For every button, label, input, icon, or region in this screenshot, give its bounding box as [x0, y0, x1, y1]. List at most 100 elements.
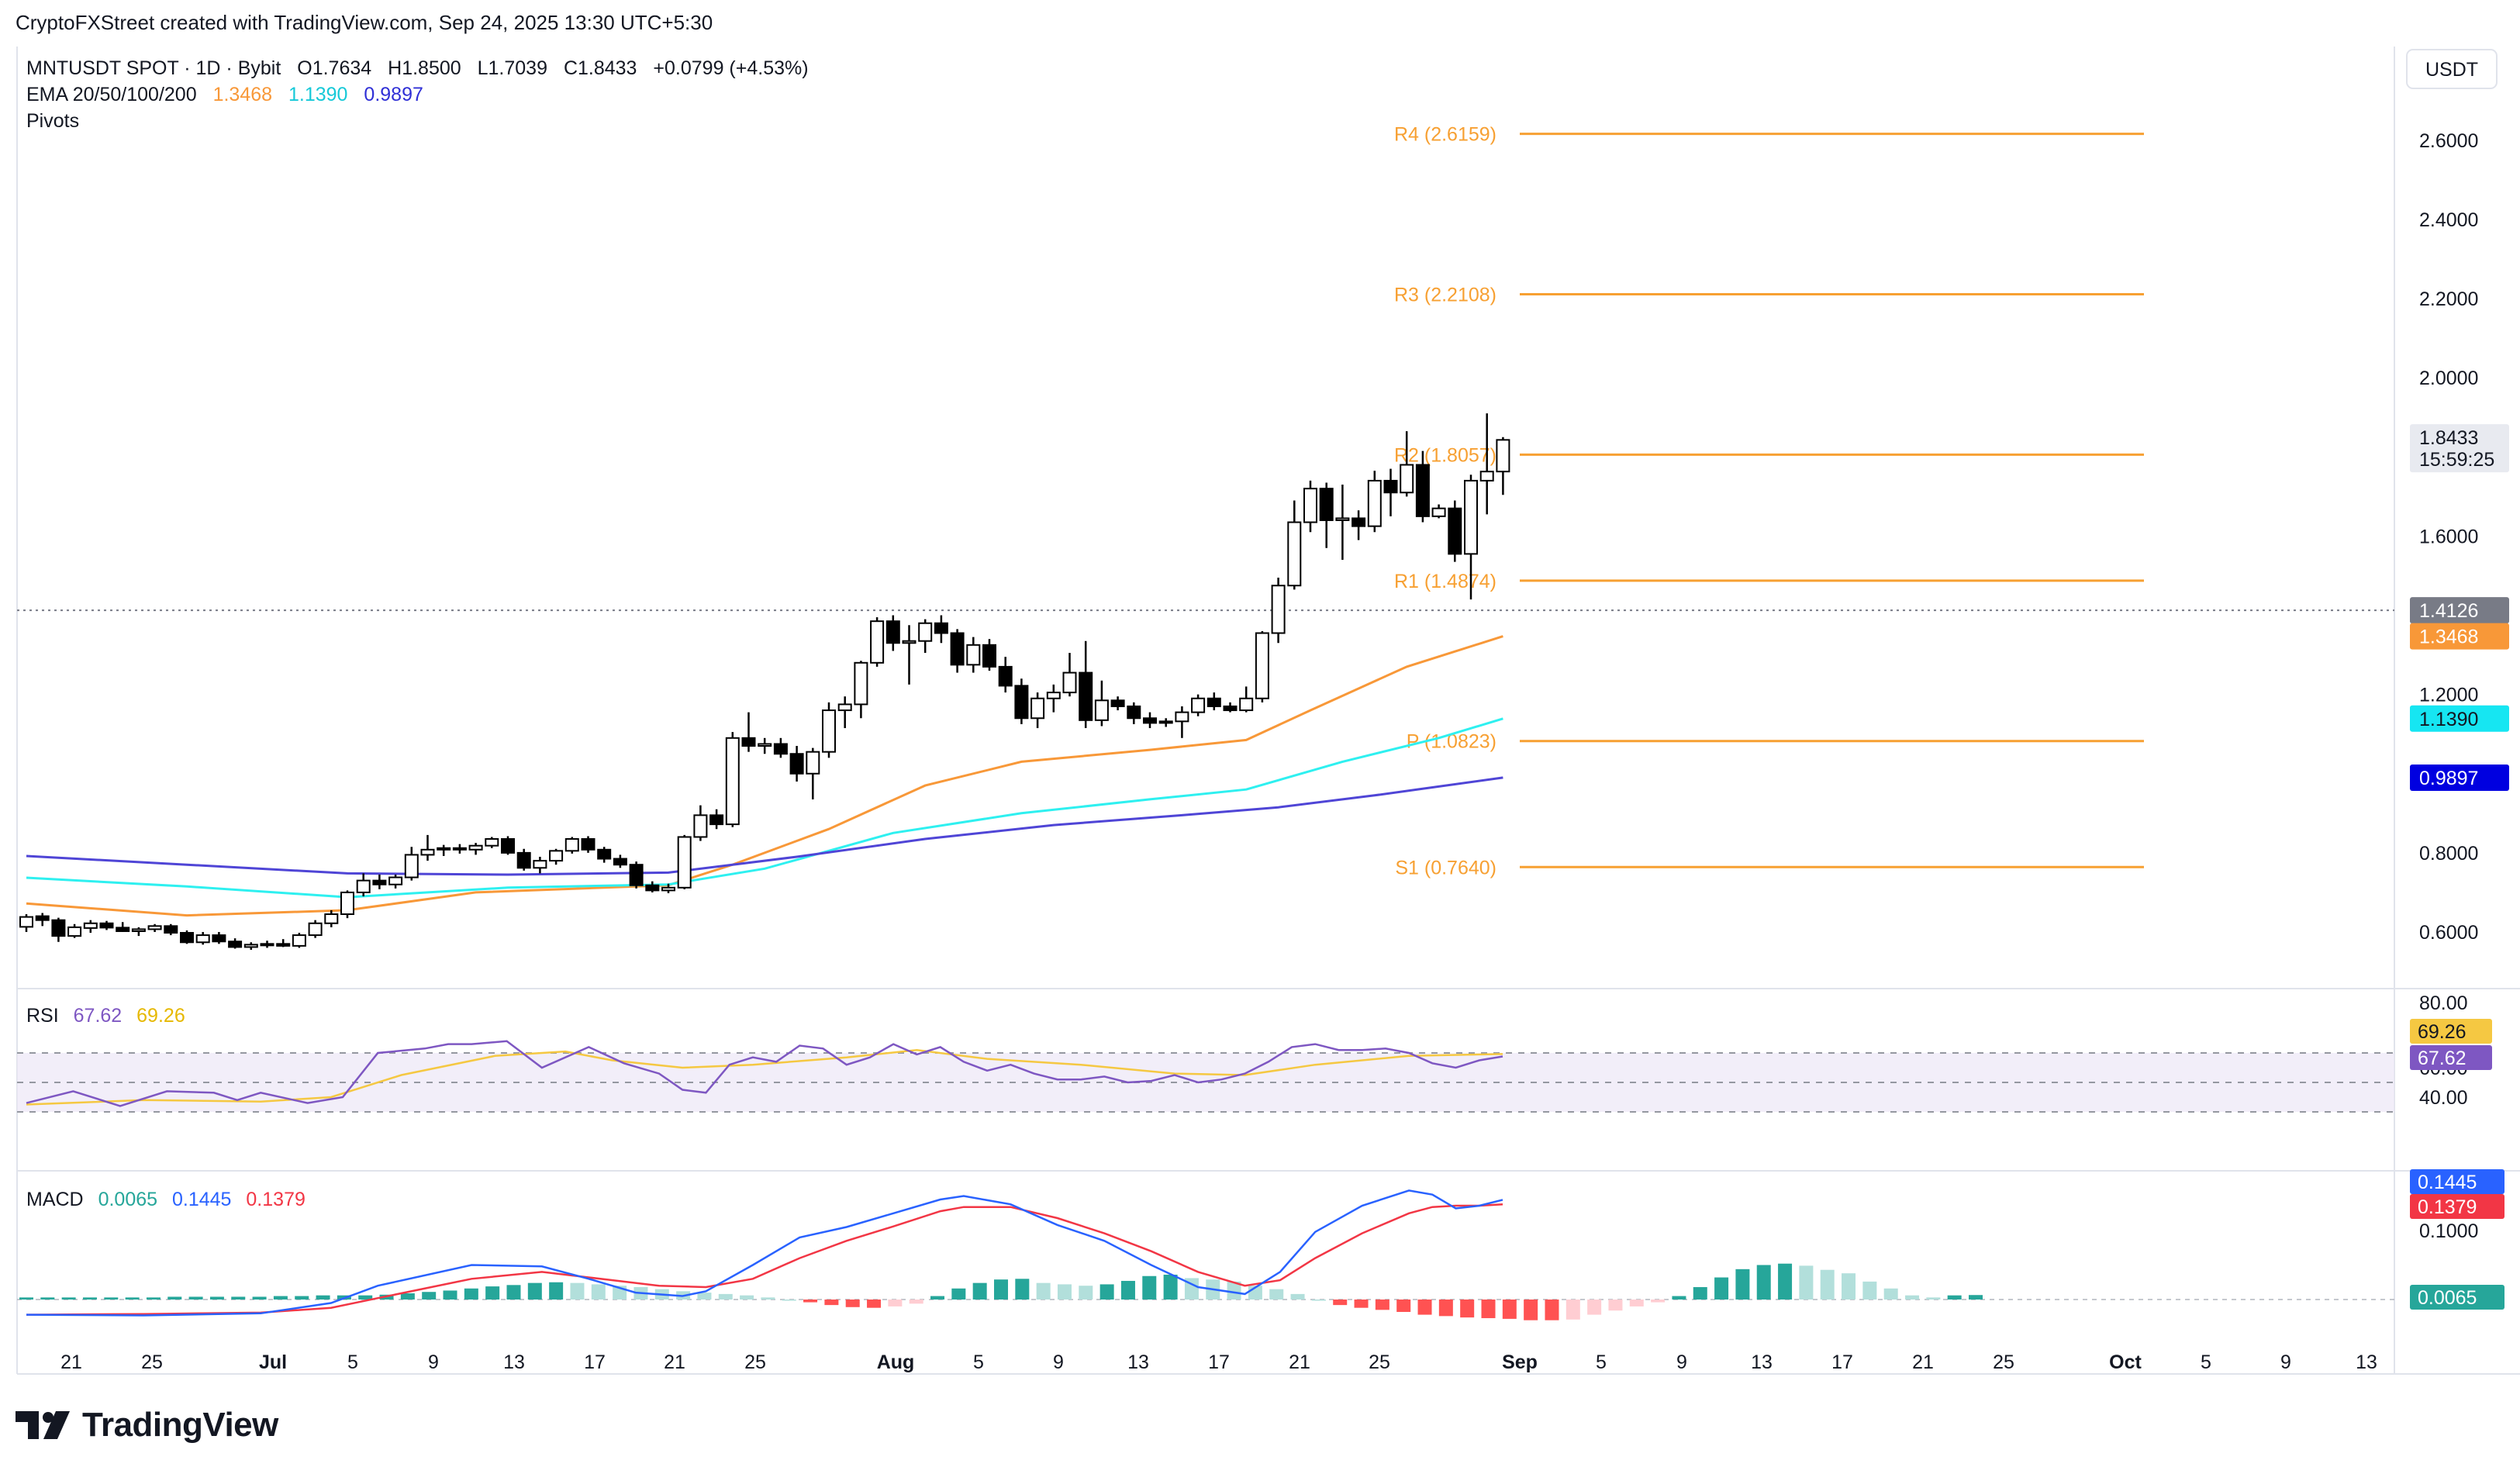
- candle-body-up: [661, 886, 675, 892]
- candle-body-up: [1287, 521, 1302, 587]
- candle: [180, 930, 194, 944]
- candle: [564, 837, 579, 854]
- candle-body-up: [404, 854, 419, 878]
- macd-histogram-bar: [1842, 1273, 1856, 1300]
- macd-histogram-bar: [1862, 1281, 1877, 1300]
- macd-histogram-bar: [167, 1296, 182, 1300]
- candle-body-up: [533, 860, 547, 869]
- candle: [998, 657, 1013, 693]
- candle: [516, 848, 531, 871]
- rsi-tag-bg: [2410, 1019, 2492, 1044]
- candle: [902, 625, 917, 685]
- candle: [452, 844, 467, 854]
- candle: [1303, 480, 1317, 533]
- candle-body-up: [902, 640, 917, 644]
- legend-ohlc-c-key: C: [564, 57, 578, 79]
- price-tag-bg: [2410, 597, 2509, 624]
- macd-histogram-bar: [951, 1288, 966, 1300]
- macd-histogram-bar: [1672, 1296, 1686, 1300]
- candle: [661, 883, 675, 893]
- macd-histogram-bar: [909, 1300, 923, 1304]
- macd-histogram-bar: [1290, 1293, 1305, 1300]
- candle: [677, 834, 692, 889]
- tradingview-logo[interactable]: TradingView: [16, 1402, 278, 1448]
- candle-body-up: [1255, 632, 1269, 699]
- svg-text:MNTUSDT SPOT · 1D · Bybit: MNTUSDT SPOT · 1D · Bybit O1.7634 H1.850…: [26, 57, 809, 79]
- time-tick-label: 17: [584, 1351, 606, 1373]
- candle: [1287, 500, 1302, 590]
- candle-body-down: [773, 743, 788, 755]
- candle-body-up: [195, 934, 210, 944]
- candle-body-down: [1110, 699, 1125, 707]
- candle: [485, 837, 499, 848]
- ema-lines: [26, 635, 1503, 917]
- macd-legend-macd: 0.1445: [172, 1189, 231, 1210]
- price-tick-label: 2.6000: [2419, 130, 2478, 152]
- candle-body-up: [292, 934, 306, 947]
- macd-histogram-bar: [824, 1300, 839, 1306]
- macd-histogram-bar: [1120, 1280, 1135, 1300]
- legend-ema100-value: 0.9897: [364, 84, 423, 105]
- candle: [131, 927, 146, 937]
- macd-pane[interactable]: 0.1000 0.1445 0.1379 0.0065: [17, 1169, 2504, 1320]
- macd-line: [26, 1189, 1503, 1317]
- candle-body-up: [870, 620, 885, 664]
- macd-histogram-bar: [1057, 1284, 1072, 1300]
- candle: [404, 847, 419, 881]
- candle: [1046, 684, 1061, 713]
- candle: [645, 881, 660, 892]
- candle: [340, 890, 354, 919]
- macd-histogram-bar: [40, 1297, 55, 1300]
- legend-change: +0.0799 (+4.53%): [653, 57, 808, 79]
- macd-histogram-bar: [1163, 1274, 1178, 1300]
- macd-histogram-bar: [422, 1292, 437, 1300]
- price-tick-label: 0.6000: [2419, 922, 2478, 944]
- candle-body-up: [356, 879, 371, 893]
- candle-body-up: [725, 737, 740, 826]
- macd-legend: MACD 0.0065 0.1445 0.1379: [26, 1189, 306, 1210]
- legend-ohlc-l-key: L: [478, 57, 488, 79]
- candle-body-up: [67, 926, 82, 937]
- candle-body-down: [228, 941, 243, 948]
- price-tag-bg: [2410, 623, 2509, 650]
- legend-pivots-label: Pivots: [26, 110, 79, 132]
- macd-histogram-bar: [1799, 1265, 1814, 1300]
- candles[interactable]: [19, 413, 1510, 950]
- main-price-axis[interactable]: 2.6000 2.4000 2.2000 2.0000 1.6000 1.2000 0.80…: [2419, 130, 2478, 944]
- price-tick-label: 2.0000: [2419, 368, 2478, 389]
- macd-histogram-bar: [761, 1297, 775, 1300]
- candle-body-down: [950, 632, 965, 666]
- svg-text:EMA 20/50/100/200 1.3468: EMA 20/50/100/200 1.3468 1.1390 0.9897: [26, 84, 423, 105]
- candle-body-up: [918, 622, 933, 642]
- candle: [629, 861, 644, 889]
- rsi-ma-line: [26, 1048, 1503, 1106]
- candle-body-down: [1014, 685, 1029, 720]
- candle-body-down: [885, 620, 900, 644]
- macd-tag-bg: [2410, 1194, 2504, 1219]
- pivot-label: R2 (1.8057): [1394, 444, 1496, 466]
- candle: [1415, 450, 1430, 523]
- macd-histogram-bar: [803, 1300, 818, 1303]
- macd-histogram-bar: [994, 1279, 1008, 1300]
- currency-button[interactable]: USDT: [2406, 49, 2498, 89]
- candle: [982, 639, 996, 671]
- macd-histogram-bar: [1545, 1300, 1559, 1320]
- candle-body-up: [1464, 479, 1478, 555]
- candle: [885, 615, 900, 651]
- time-axis[interactable]: 21 25 Jul 5 9 13 17 21 25 Aug 5 9 13 17 21 25 Sep 5 9 13 17 2…: [60, 1351, 2377, 1373]
- legend-ema50-value: 1.1390: [288, 84, 347, 105]
- time-tick-label: 25: [141, 1351, 163, 1373]
- candle-body-down: [581, 838, 595, 851]
- candle: [1094, 680, 1109, 727]
- candle-body-down: [164, 925, 178, 934]
- candle: [308, 920, 323, 938]
- candle: [1030, 692, 1045, 729]
- macd-histogram-bar: [1926, 1297, 1941, 1300]
- candle: [116, 922, 130, 932]
- candle: [758, 737, 772, 754]
- macd-histogram-bar: [464, 1288, 478, 1300]
- macd-histogram-bar: [316, 1295, 330, 1300]
- macd-histogram-bar: [930, 1296, 945, 1300]
